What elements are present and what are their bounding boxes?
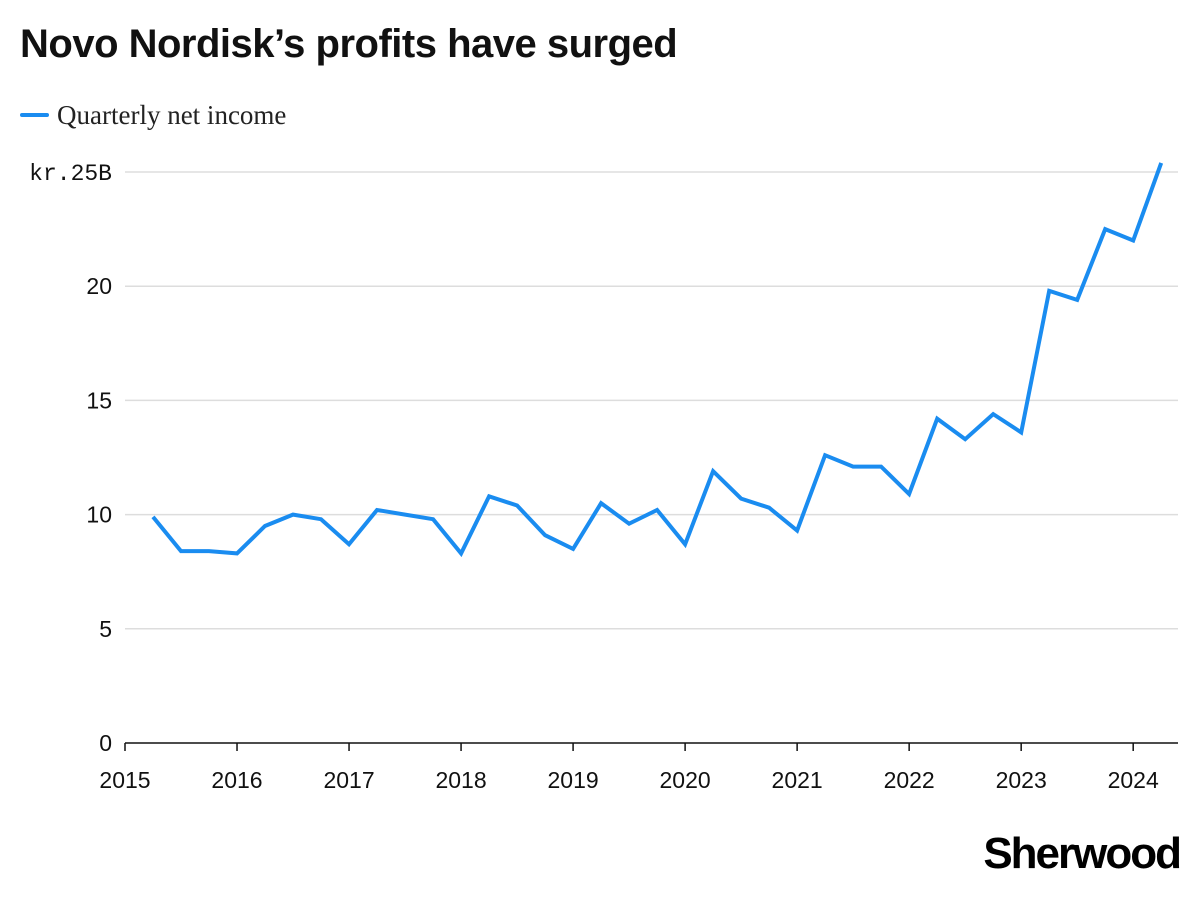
x-tick-label: 2019	[547, 767, 598, 793]
x-tick-label: 2024	[1108, 767, 1159, 793]
brand-logo: Sherwood	[983, 829, 1182, 878]
x-tick-label: 2016	[211, 767, 262, 793]
legend-line-swatch	[20, 113, 49, 117]
y-tick-label: 0	[99, 730, 112, 756]
y-tick-label: 10	[86, 502, 112, 528]
x-tick-label: 2023	[996, 767, 1047, 793]
y-tick-label: 20	[86, 273, 112, 299]
chart-title: Novo Nordisk’s profits have surged	[20, 22, 678, 66]
y-tick-label: 15	[86, 387, 112, 413]
x-tick-label: 2022	[884, 767, 935, 793]
y-tick-label: kr.25B	[29, 161, 112, 187]
series-line-net-income	[151, 162, 1164, 558]
x-tick-label: 2021	[772, 767, 823, 793]
y-tick-label: 5	[99, 616, 112, 642]
x-tick-label: 2015	[99, 767, 150, 793]
x-tick-label: 2018	[435, 767, 486, 793]
x-tick-label: 2020	[660, 767, 711, 793]
legend-label: Quarterly net income	[57, 99, 287, 130]
legend: Quarterly net income	[20, 98, 286, 132]
x-tick-label: 2017	[323, 767, 374, 793]
